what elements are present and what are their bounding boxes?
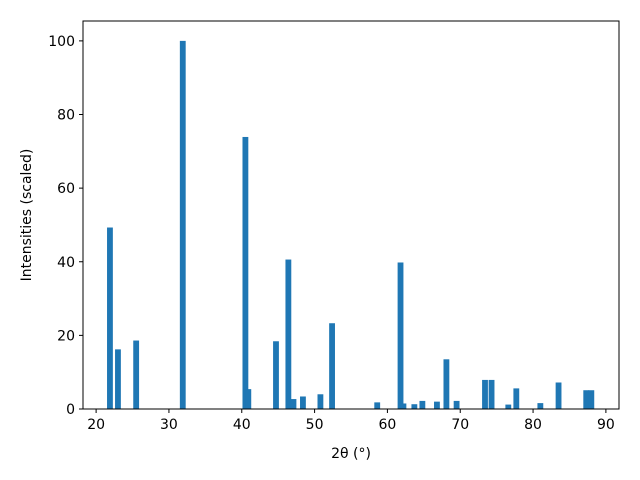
bar	[411, 404, 418, 409]
x-tick-label: 50	[306, 417, 324, 433]
x-tick-label: 20	[87, 417, 105, 433]
bar	[434, 401, 440, 409]
bar	[107, 227, 113, 409]
x-tick-label: 60	[378, 417, 396, 433]
bar	[513, 388, 520, 409]
bar	[329, 323, 335, 409]
bar	[555, 382, 562, 409]
x-tick-label: 90	[597, 417, 615, 433]
x-tick-label: 70	[451, 417, 469, 433]
bar	[245, 389, 252, 409]
bar	[537, 403, 544, 409]
y-tick-label: 60	[57, 181, 75, 197]
bar	[179, 40, 186, 409]
bar	[300, 396, 306, 409]
bar	[443, 359, 450, 409]
bar	[290, 399, 297, 409]
bar	[400, 403, 407, 409]
bar	[583, 390, 590, 409]
bar	[374, 402, 381, 409]
bar	[488, 379, 495, 409]
x-tick-label: 80	[524, 417, 542, 433]
y-tick-label: 100	[48, 34, 75, 50]
y-tick-label: 0	[66, 402, 75, 418]
bar	[397, 262, 404, 409]
y-tick-label: 40	[57, 255, 75, 271]
bar	[505, 404, 512, 409]
x-axis-label: 2θ (°)	[331, 446, 371, 462]
y-tick-label: 80	[57, 108, 75, 124]
plot-frame	[82, 20, 620, 410]
bar	[115, 349, 121, 409]
bar	[453, 400, 460, 409]
bar	[317, 394, 324, 409]
bar	[482, 379, 488, 409]
bar	[588, 390, 595, 409]
y-axis-label: Intensities (scaled)	[19, 149, 35, 282]
y-tick-label: 20	[57, 328, 75, 344]
bar	[419, 400, 426, 409]
bar	[242, 136, 249, 409]
bar	[273, 341, 279, 409]
x-tick-label: 40	[233, 417, 251, 433]
bar	[285, 259, 292, 409]
x-tick-label: 30	[160, 417, 178, 433]
bar	[133, 340, 140, 409]
